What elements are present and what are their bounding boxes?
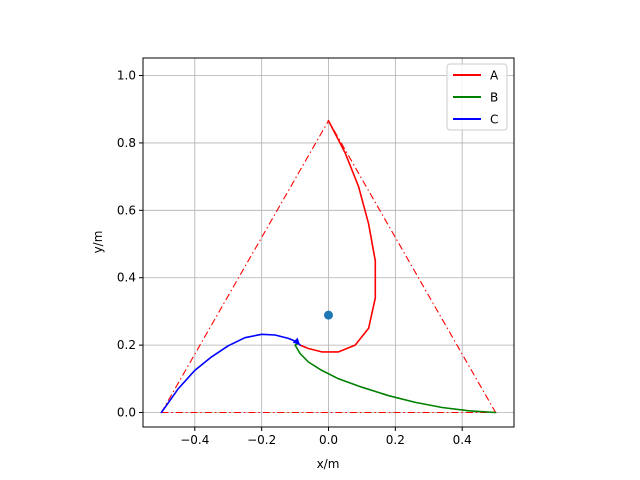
y-tick-label: 0.6 (117, 203, 136, 217)
legend: ABC (446, 63, 508, 131)
x-tick-label: −0.2 (247, 433, 276, 447)
x-tick-label: 0.0 (319, 433, 338, 447)
center-marker-point (324, 310, 333, 320)
y-tick-label: 0.2 (117, 338, 136, 352)
legend-label-a: A (490, 69, 499, 83)
x-tick-label: 0.4 (453, 433, 472, 447)
y-tick-label: 0.0 (117, 406, 136, 420)
x-axis-ticks: −0.4 −0.2 0.0 0.2 0.4 (180, 427, 472, 447)
series-line-a (299, 119, 377, 353)
y-tick-label: 0.4 (117, 271, 136, 285)
x-tick-label: −0.4 (180, 433, 209, 447)
legend-label-b: B (490, 91, 498, 105)
arrowhead-marker (292, 337, 301, 346)
x-axis-label: x/m (317, 457, 340, 471)
legend-label-c: C (490, 113, 498, 127)
y-axis-ticks: 0.0 0.2 0.4 0.6 0.8 1.0 (117, 69, 143, 420)
y-tick-label: 1.0 (117, 69, 136, 83)
series-line-b (294, 342, 497, 414)
y-tick-label: 0.8 (117, 136, 136, 150)
x-tick-label: 0.2 (386, 433, 405, 447)
series-line-c (160, 333, 301, 414)
plot-area (160, 119, 497, 414)
y-axis-label: y/m (91, 231, 105, 254)
